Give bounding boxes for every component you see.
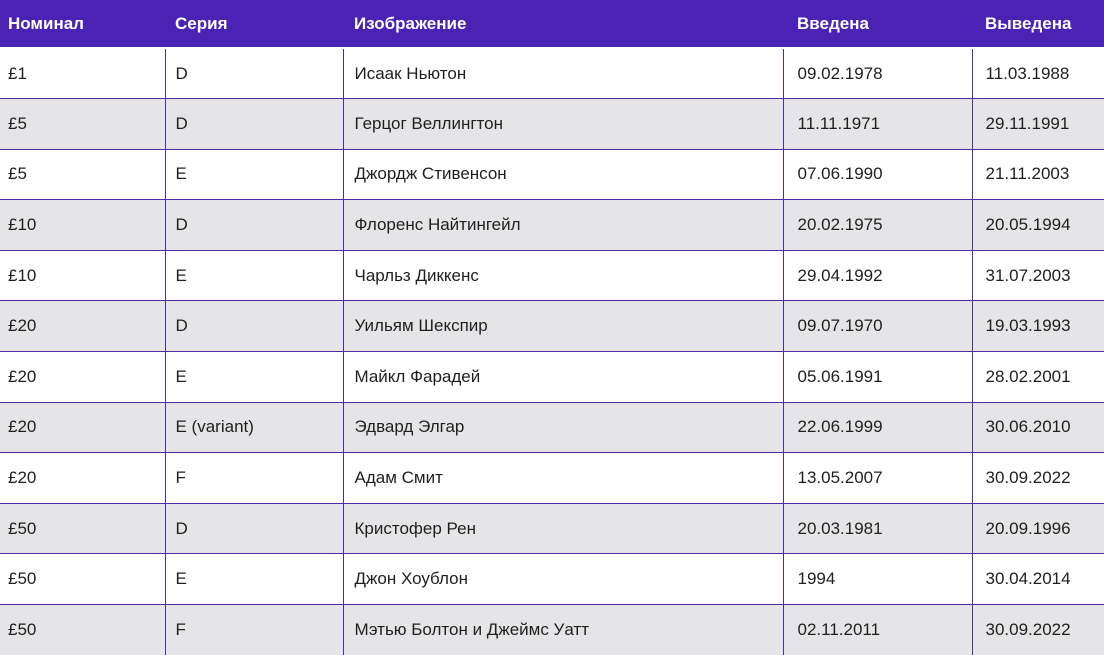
cell-withdrawn: 29.11.1991 <box>971 98 1104 150</box>
cell-introduced: 22.06.1999 <box>782 401 972 453</box>
cell-depicted: Исаак Ньютон <box>342 47 783 99</box>
table-row: £50 F Мэтью Болтон и Джеймс Уатт 02.11.2… <box>0 604 1104 655</box>
table-row: £20 E Майкл Фарадей 05.06.1991 28.02.200… <box>0 351 1104 403</box>
cell-withdrawn: 11.03.1988 <box>971 47 1104 99</box>
cell-denomination: £20 <box>0 300 165 352</box>
cell-introduced: 11.11.1971 <box>782 98 972 150</box>
cell-introduced: 20.02.1975 <box>782 199 972 251</box>
column-header-introduced: Введена <box>783 0 972 49</box>
table-row: £10 D Флоренс Найтингейл 20.02.1975 20.0… <box>0 199 1104 251</box>
cell-introduced: 1994 <box>782 553 972 605</box>
cell-denomination: £10 <box>0 249 165 301</box>
cell-series: F <box>164 604 343 655</box>
cell-introduced: 09.07.1970 <box>782 300 972 352</box>
cell-depicted: Джордж Стивенсон <box>342 148 783 200</box>
cell-series: D <box>164 199 343 251</box>
cell-depicted: Кристофер Рен <box>342 502 783 554</box>
cell-depicted: Флоренс Найтингейл <box>342 199 783 251</box>
table-row: £20 F Адам Смит 13.05.2007 30.09.2022 <box>0 452 1104 504</box>
column-header-depicted: Изображение <box>343 0 783 49</box>
cell-depicted: Майкл Фарадей <box>342 351 783 403</box>
cell-depicted: Мэтью Болтон и Джеймс Уатт <box>342 604 783 655</box>
cell-withdrawn: 20.09.1996 <box>971 502 1104 554</box>
cell-series: F <box>164 452 343 504</box>
cell-series: E <box>164 148 343 200</box>
cell-denomination: £5 <box>0 148 165 200</box>
cell-withdrawn: 30.09.2022 <box>971 452 1104 504</box>
table-row: £1 D Исаак Ньютон 09.02.1978 11.03.1988 <box>0 47 1104 99</box>
cell-introduced: 07.06.1990 <box>782 148 972 200</box>
cell-denomination: £50 <box>0 553 165 605</box>
cell-introduced: 02.11.2011 <box>782 604 972 655</box>
cell-withdrawn: 30.09.2022 <box>971 604 1104 655</box>
table-row: £5 E Джордж Стивенсон 07.06.1990 21.11.2… <box>0 148 1104 200</box>
cell-series: D <box>164 98 343 150</box>
cell-denomination: £5 <box>0 98 165 150</box>
cell-denomination: £50 <box>0 502 165 554</box>
column-header-denomination: Номинал <box>0 0 165 49</box>
cell-denomination: £50 <box>0 604 165 655</box>
cell-depicted: Джон Хоублон <box>342 553 783 605</box>
cell-withdrawn: 20.05.1994 <box>971 199 1104 251</box>
cell-series: D <box>164 502 343 554</box>
cell-withdrawn: 21.11.2003 <box>971 148 1104 200</box>
column-header-series: Серия <box>165 0 343 49</box>
cell-series: D <box>164 47 343 99</box>
cell-introduced: 29.04.1992 <box>782 249 972 301</box>
cell-withdrawn: 28.02.2001 <box>971 351 1104 403</box>
cell-introduced: 09.02.1978 <box>782 47 972 99</box>
cell-denomination: £1 <box>0 47 165 99</box>
cell-series: E <box>164 249 343 301</box>
cell-depicted: Уильям Шекспир <box>342 300 783 352</box>
header-row: Номинал Серия Изображение Введена Выведе… <box>0 0 1104 49</box>
cell-depicted: Чарльз Диккенс <box>342 249 783 301</box>
table-row: £20 D Уильям Шекспир 09.07.1970 19.03.19… <box>0 300 1104 352</box>
cell-withdrawn: 31.07.2003 <box>971 249 1104 301</box>
cell-denomination: £20 <box>0 401 165 453</box>
cell-depicted: Адам Смит <box>342 452 783 504</box>
cell-denomination: £20 <box>0 452 165 504</box>
cell-depicted: Герцог Веллингтон <box>342 98 783 150</box>
table-row: £20 E (variant) Эдвард Элгар 22.06.1999 … <box>0 401 1104 453</box>
cell-series: E <box>164 553 343 605</box>
cell-series: D <box>164 300 343 352</box>
cell-withdrawn: 19.03.1993 <box>971 300 1104 352</box>
table-row: £50 E Джон Хоублон 1994 30.04.2014 <box>0 553 1104 605</box>
cell-series: E <box>164 351 343 403</box>
table-body: £1 D Исаак Ньютон 09.02.1978 11.03.1988 … <box>0 47 1104 655</box>
cell-introduced: 20.03.1981 <box>782 502 972 554</box>
cell-introduced: 05.06.1991 <box>782 351 972 403</box>
cell-series: E (variant) <box>164 401 343 453</box>
table-header: Номинал Серия Изображение Введена Выведе… <box>0 0 1104 49</box>
cell-introduced: 13.05.2007 <box>782 452 972 504</box>
cell-depicted: Эдвард Элгар <box>342 401 783 453</box>
table-row: £5 D Герцог Веллингтон 11.11.1971 29.11.… <box>0 98 1104 150</box>
table-row: £10 E Чарльз Диккенс 29.04.1992 31.07.20… <box>0 249 1104 301</box>
cell-denomination: £20 <box>0 351 165 403</box>
cell-withdrawn: 30.06.2010 <box>971 401 1104 453</box>
table-row: £50 D Кристофер Рен 20.03.1981 20.09.199… <box>0 502 1104 554</box>
cell-denomination: £10 <box>0 199 165 251</box>
cell-withdrawn: 30.04.2014 <box>971 553 1104 605</box>
column-header-withdrawn: Выведена <box>972 0 1104 49</box>
